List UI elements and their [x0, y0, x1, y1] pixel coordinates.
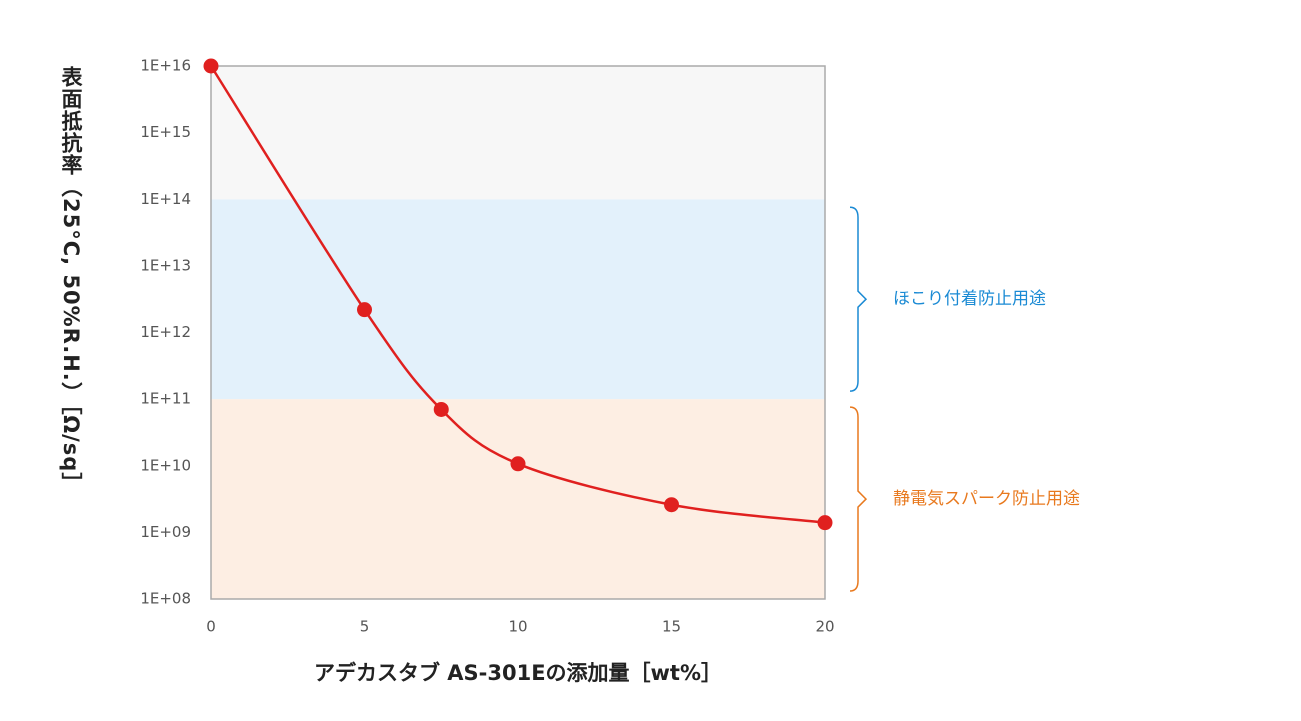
y-axis-label: 表面抵抗率（25°C, 50%R.H.）［Ω/sq］: [59, 66, 83, 495]
y-tick-label: 1E+13: [140, 256, 191, 274]
x-axis-label: アデカスタブ AS-301Eの添加量［wt%］: [314, 661, 722, 685]
brace: [849, 406, 868, 592]
brace: [849, 206, 868, 392]
y-tick-label: 1E+12: [140, 323, 191, 341]
band: [211, 66, 825, 200]
y-tick-label: 1E+15: [140, 123, 191, 141]
point: [664, 497, 679, 513]
y-tick-label: 1E+09: [140, 523, 191, 541]
point: [203, 58, 219, 74]
y-tick-label: 1E+10: [140, 456, 191, 474]
band: [211, 199, 825, 400]
x-tick-label: 20: [815, 618, 834, 636]
line: [209, 65, 826, 524]
point: [357, 302, 372, 318]
x-tick-label: 0: [206, 618, 216, 636]
plot-border: [210, 65, 826, 600]
y-tick-label: 1E+16: [140, 57, 191, 75]
point: [510, 456, 526, 472]
x-tick-label: 10: [508, 618, 527, 636]
y-tick-label: 1E+14: [140, 190, 191, 208]
y-tick-label: 1E+11: [140, 390, 191, 408]
x-tick-label: 15: [662, 618, 681, 636]
point: [817, 515, 833, 531]
point: [433, 401, 449, 417]
band-label: ほこり付着防止用途: [893, 289, 1046, 309]
band-label: 静電気スパーク防止用途: [893, 489, 1080, 509]
y-tick-label: 1E+08: [140, 590, 191, 608]
band: [211, 399, 825, 599]
x-tick-label: 5: [360, 618, 370, 636]
